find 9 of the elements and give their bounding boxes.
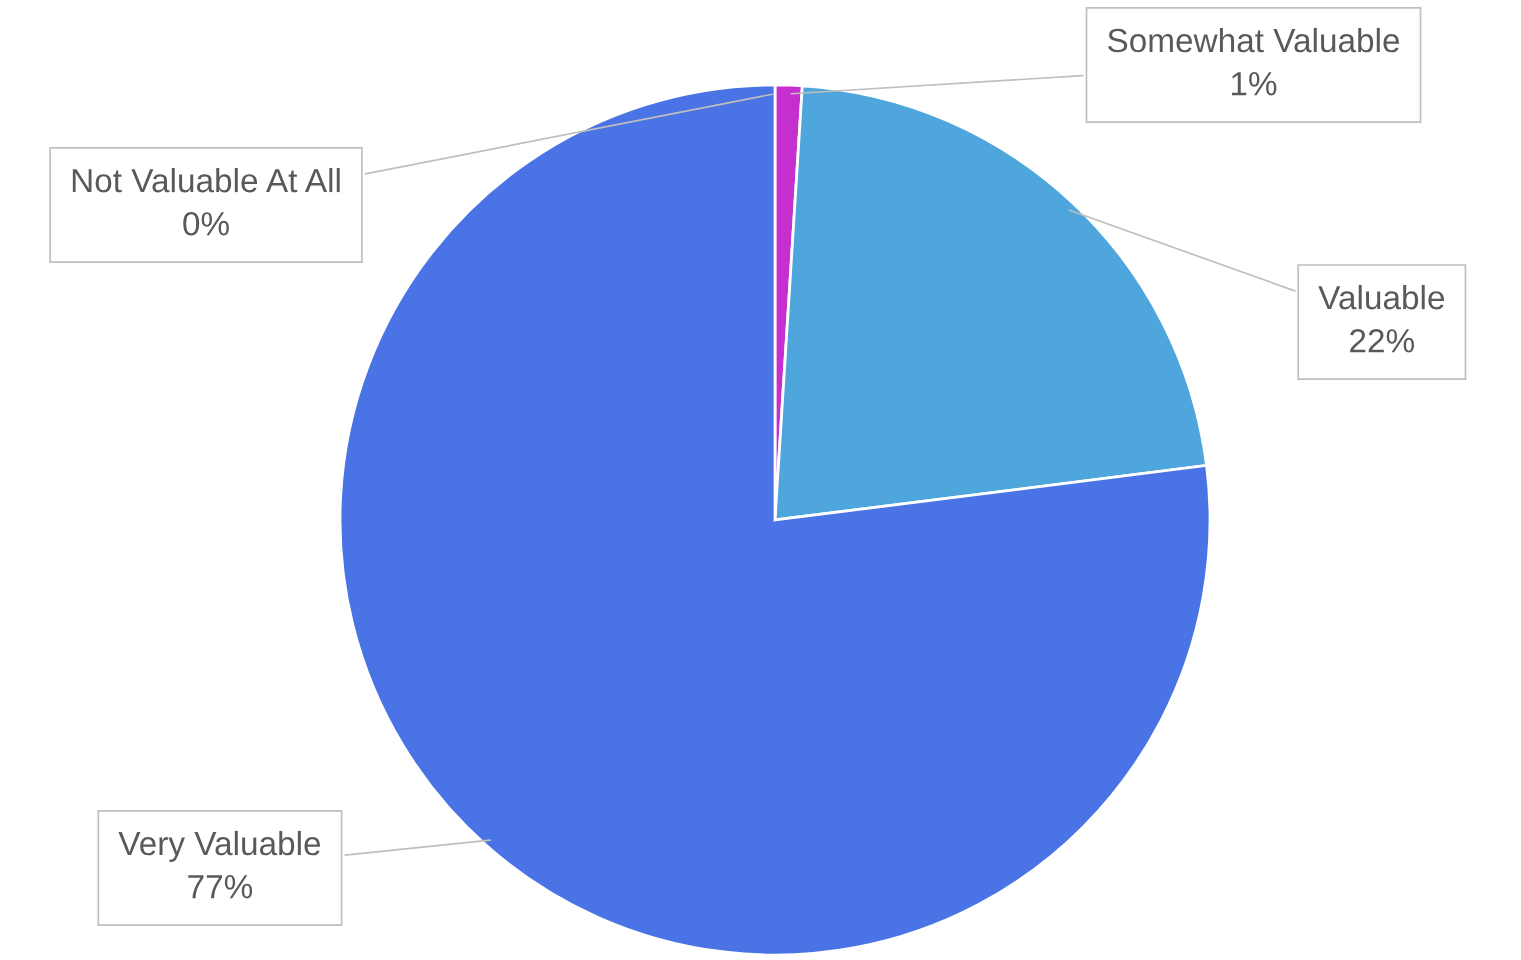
slice-label: Very Valuable <box>118 830 321 862</box>
category-label: Not Valuable At All <box>72 167 340 193</box>
pie-slice <box>338 83 1212 957</box>
text: 0% <box>183 211 229 236</box>
slice-label: Somewhat Valuable <box>1108 27 1400 53</box>
data-label: 1% <box>1231 72 1277 96</box>
slice-label: Valuable <box>1318 284 1444 310</box>
data-label: 77% <box>188 875 253 899</box>
data-label: 22% <box>1350 328 1414 353</box>
